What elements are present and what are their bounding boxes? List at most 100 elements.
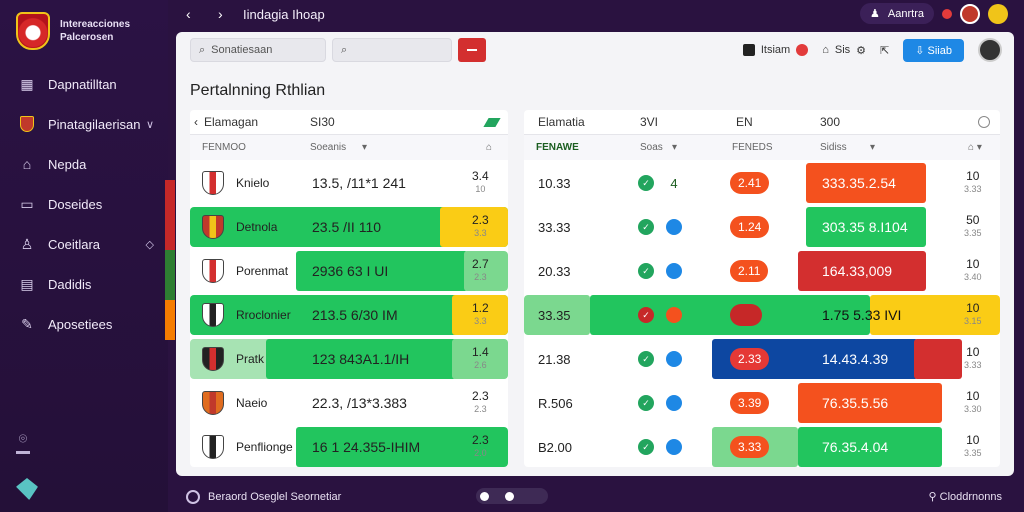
primary-button[interactable]: ⇩ Siiab bbox=[903, 38, 964, 62]
sidebar-item-2[interactable]: ⌂ Nepda bbox=[0, 144, 168, 184]
sidebar-item-label: Coeitlara bbox=[48, 236, 101, 252]
column-header[interactable]: SI30 bbox=[310, 115, 335, 129]
odds-pill[interactable]: 3.33 bbox=[730, 436, 770, 458]
table-row[interactable]: Naeio 22.3, /13*3.383 2.3 2.3 bbox=[190, 383, 508, 423]
bell-icon: ♟ bbox=[870, 8, 880, 20]
column-header[interactable]: Elamatia bbox=[538, 115, 585, 129]
notification-icon[interactable] bbox=[942, 8, 952, 19]
folder-icon: ▭ bbox=[20, 195, 34, 212]
sidebar-item-1[interactable]: Pinatagilaerisan ∨ bbox=[0, 104, 168, 144]
avatar[interactable] bbox=[978, 38, 1002, 62]
column-header[interactable]: EN bbox=[736, 115, 753, 129]
score-value: 213.5 6/30 IM bbox=[312, 307, 398, 323]
column-header[interactable]: FENAWE bbox=[536, 142, 579, 153]
odds-pill[interactable] bbox=[730, 304, 762, 326]
table-row[interactable]: 33.33 ✓ 1.24 303.35 8.I104 50 3.35 bbox=[524, 207, 1000, 247]
help-icon[interactable]: ⌾ bbox=[16, 430, 30, 454]
topbar: ‹ › Iindagia Ihoap ♟ Aanrtra bbox=[168, 0, 1024, 30]
table-row[interactable]: 33.35 ✓ 1.75 5.33 IVI 10 3.15 bbox=[524, 295, 1000, 335]
table-row[interactable]: R.506 ✓ 3.39 76.35.5.56 10 3.30 bbox=[524, 383, 1000, 423]
sort-icon[interactable]: ⌂ ▾ bbox=[968, 142, 982, 153]
sidebar-item-5[interactable]: ▤ Dadidis bbox=[0, 264, 168, 304]
chevron-down-icon[interactable]: ▾ bbox=[672, 142, 678, 153]
table-row[interactable]: Porenmat 2936 63 I UI 2.7 2.3 bbox=[190, 251, 508, 291]
column-header[interactable]: FENEDS bbox=[732, 142, 773, 153]
value-bar bbox=[870, 295, 1000, 335]
main-panel: ⌕ Sonatiesaan ⌕ Itsiam ⌂ Sis ⚙ ⇱ ⇩ Siiab bbox=[176, 32, 1014, 476]
team-cell: Pratk bbox=[202, 339, 264, 379]
odds-pill[interactable]: 2.11 bbox=[730, 260, 769, 282]
search-icon: ⌕ bbox=[341, 43, 348, 56]
footer-right-label: Cloddrnonns bbox=[939, 491, 1002, 503]
search-input[interactable]: ⌕ Sonatiesaan bbox=[190, 38, 326, 62]
sidebar-item-3[interactable]: ▭ Doseides bbox=[0, 184, 168, 224]
odds-pill[interactable]: 2.41 bbox=[730, 172, 770, 194]
indicator-cell: ✓ bbox=[638, 427, 682, 467]
column-header[interactable]: 300 bbox=[820, 115, 841, 129]
share-icon[interactable]: ⇱ bbox=[880, 44, 890, 57]
odds-bottom: 2.3 bbox=[474, 404, 487, 414]
table-row[interactable]: Detnola 23.5 /II 110 2.3 3.3 bbox=[190, 207, 508, 247]
user-menu[interactable]: ♟ Aanrtra bbox=[860, 3, 934, 24]
brand-line1: Intereacciones bbox=[60, 19, 131, 30]
user-name: Aanrtra bbox=[887, 7, 924, 20]
table-row[interactable]: Knielo 13.5, /11*1 241 3.4 10 bbox=[190, 163, 508, 203]
clear-button[interactable] bbox=[458, 38, 486, 62]
settings-icon[interactable]: ⌂ bbox=[486, 142, 493, 153]
sidebar-item-0[interactable]: ▦ Dapnatilltan bbox=[0, 64, 168, 104]
odds-bottom: 3.3 bbox=[474, 316, 487, 326]
odds-pair: 3.4 10 bbox=[472, 170, 489, 196]
table-row[interactable]: Penflionge 16 1 24.355-IHIM 2.3 2.0 bbox=[190, 427, 508, 467]
table-row[interactable]: 20.33 ✓ 2.11 164.33,009 10 3.40 bbox=[524, 251, 1000, 291]
status-icon: 4 bbox=[670, 175, 678, 191]
team-name: Porenmat bbox=[236, 264, 289, 278]
footer-status[interactable]: Beraord Oseglel Seornetiar bbox=[186, 490, 341, 504]
odds-top: 2.3 bbox=[472, 433, 489, 447]
sidebar-item-label: Doseides bbox=[48, 196, 103, 212]
odds-top: 2.7 bbox=[472, 257, 489, 271]
accent-strip bbox=[165, 250, 175, 300]
avatar[interactable] bbox=[960, 3, 980, 24]
brand[interactable]: Intereacciones Palcerosen bbox=[16, 12, 130, 50]
info-icon[interactable] bbox=[978, 116, 990, 128]
odd-value: R.506 bbox=[538, 395, 573, 411]
collapse-icon[interactable]: ‹ bbox=[194, 115, 198, 129]
chevron-down-icon[interactable]: ▾ bbox=[362, 142, 368, 153]
odds-cell: 10 3.40 bbox=[964, 251, 982, 291]
column-header[interactable]: Soas bbox=[640, 142, 663, 153]
team-chip[interactable]: Itsiam bbox=[742, 44, 809, 56]
table-row[interactable]: Rroclonier 213.5 6/30 IM 1.2 3.3 bbox=[190, 295, 508, 335]
footer-right-text[interactable]: ⚲ Cloddrnonns bbox=[929, 490, 1003, 503]
team-cell: Rroclonier bbox=[202, 295, 291, 335]
chevron-down-icon[interactable]: ▾ bbox=[870, 142, 876, 153]
odds-pill[interactable]: 3.39 bbox=[730, 392, 770, 414]
sidebar-item-6[interactable]: ✎ Aposetiees bbox=[0, 304, 168, 344]
odd-value: 10.33 bbox=[538, 175, 571, 191]
table-row[interactable]: 10.33 ✓ 4 2.41 333.35.2.54 10 3.33 bbox=[524, 163, 1000, 203]
lock-chip[interactable]: ⌂ Sis ⚙ bbox=[822, 44, 866, 57]
odds-pill[interactable]: 1.24 bbox=[730, 216, 770, 238]
sidebar-item-label: Pinatagilaerisan bbox=[48, 116, 141, 132]
column-header[interactable]: 3VI bbox=[640, 115, 659, 129]
table-row[interactable]: Pratk 123 843A1.1/IH 1.4 2.6 bbox=[190, 339, 508, 379]
avatar[interactable] bbox=[988, 3, 1008, 24]
column-header[interactable]: Elamagan bbox=[204, 115, 259, 129]
odds-cell: 2.3 2.3 bbox=[472, 383, 489, 423]
table-row[interactable]: B2.00 ✓ 3.33 76.35.4.04 10 3.35 bbox=[524, 427, 1000, 467]
page-toggle[interactable] bbox=[476, 488, 548, 504]
table-row[interactable]: 21.38 ✓ 2.33 14.43.4.39 10 3.33 bbox=[524, 339, 1000, 379]
odds-pill[interactable]: 2.33 bbox=[730, 348, 770, 370]
column-header[interactable]: Soeanis bbox=[310, 142, 347, 153]
column-header[interactable]: Sidiss bbox=[820, 142, 847, 153]
odds-bottom: 3.3 bbox=[474, 228, 487, 238]
odds-cell: 50 3.35 bbox=[964, 207, 982, 247]
back-icon[interactable]: ‹ bbox=[186, 6, 191, 22]
odds-cell: 10 3.15 bbox=[964, 295, 982, 335]
sidebar-item-4[interactable]: ♙ Coeitlara ◇ bbox=[0, 224, 168, 264]
forward-icon[interactable]: › bbox=[218, 6, 223, 22]
column-header[interactable]: FENMOO bbox=[202, 142, 246, 153]
odds-bottom: 3.33 bbox=[964, 184, 982, 194]
left-table: ‹ Elamagan SI30 FENMOO Soeanis ▾ ⌂ Kniel… bbox=[190, 110, 508, 467]
filter-input[interactable]: ⌕ bbox=[332, 38, 452, 62]
edit-icon[interactable] bbox=[483, 117, 501, 127]
